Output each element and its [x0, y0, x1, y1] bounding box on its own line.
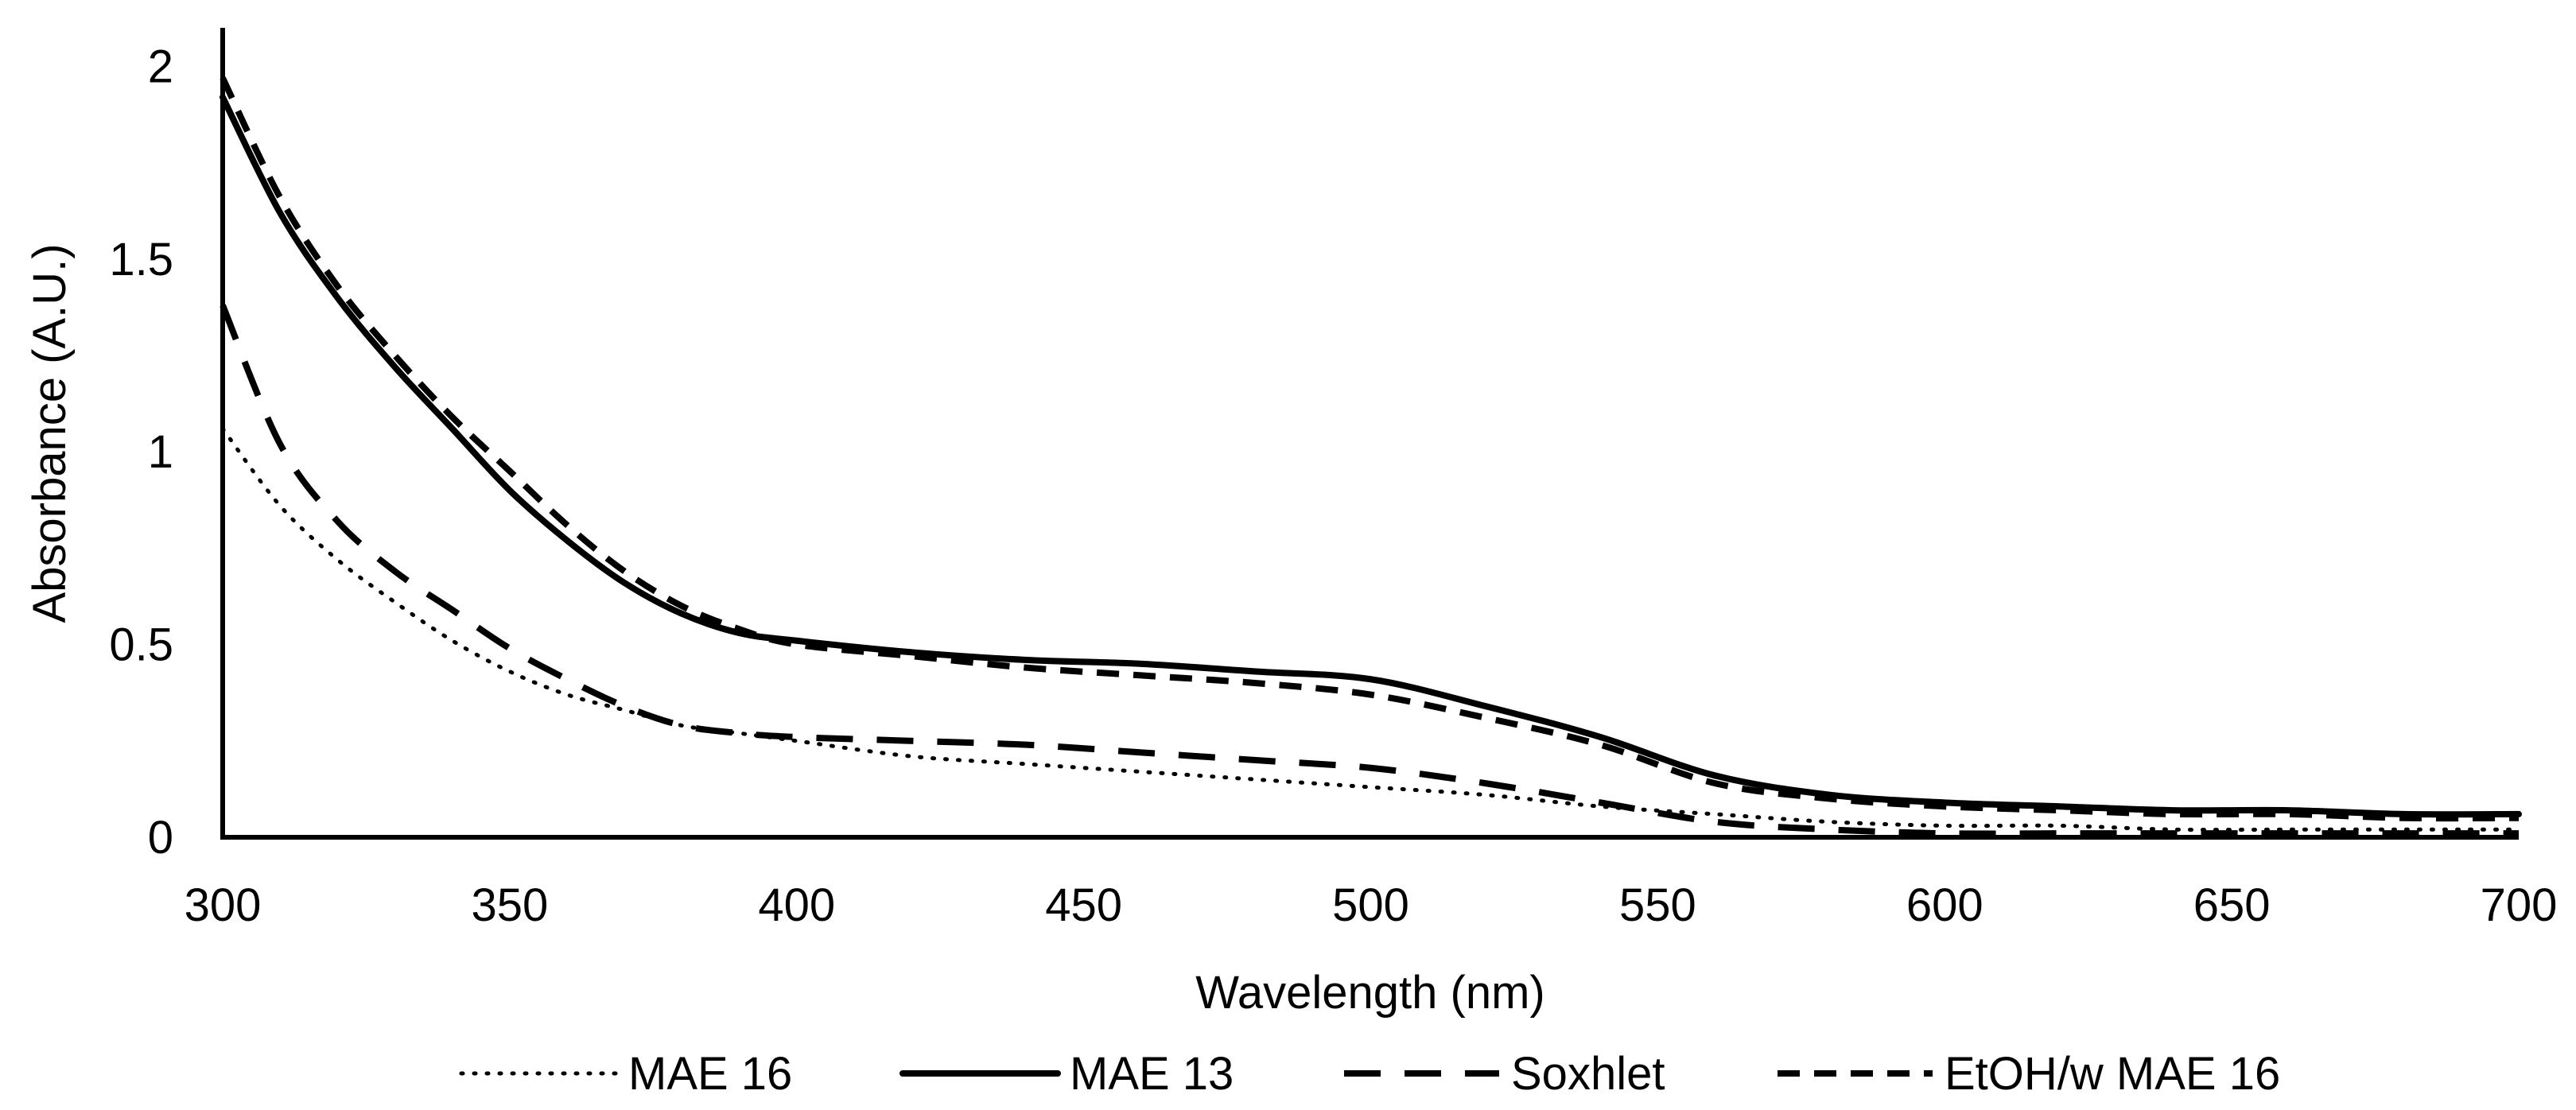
legend-label: MAE 13 — [1070, 1048, 1234, 1100]
legend-item: Soxhlet — [1344, 1048, 1665, 1100]
x-tick-label: 300 — [185, 879, 262, 931]
x-tick-label: 650 — [2193, 879, 2271, 931]
legend-item: EtOH/w MAE 16 — [1778, 1048, 2280, 1100]
series-line-3 — [220, 76, 2520, 822]
series-line-1 — [220, 94, 2522, 818]
plot-area — [220, 28, 2522, 840]
x-tick-label: 350 — [471, 879, 548, 931]
x-tick-label: 700 — [2481, 879, 2558, 931]
legend: MAE 16 MAE 13 Soxhlet EtOH/w MAE 16 — [459, 1048, 2280, 1100]
series-layer — [220, 76, 2522, 837]
series-line-0 — [220, 426, 2521, 832]
legend-label: MAE 16 — [628, 1048, 792, 1100]
y-axis-title: Absorbance (A.U.) — [24, 243, 76, 623]
y-axis-tick-labels: 0 0.5 1 1.5 2 — [109, 41, 173, 864]
x-tick-label: 400 — [758, 879, 835, 931]
x-tick-label: 600 — [1906, 879, 1983, 931]
legend-item: MAE 13 — [899, 1048, 1234, 1100]
legend-label: Soxhlet — [1511, 1048, 1665, 1100]
y-tick-label: 1.5 — [109, 234, 173, 285]
x-tick-label: 450 — [1045, 879, 1122, 931]
y-tick-label: 2 — [148, 41, 173, 92]
legend-label: EtOH/w MAE 16 — [1945, 1048, 2280, 1100]
x-tick-label: 550 — [1619, 879, 1696, 931]
y-tick-label: 0.5 — [109, 619, 173, 671]
x-axis-title: Wavelength (nm) — [1195, 967, 1544, 1019]
y-tick-label: 1 — [148, 426, 173, 478]
y-tick-label: 0 — [148, 812, 173, 864]
series-line-2 — [220, 304, 2519, 837]
legend-item: MAE 16 — [459, 1048, 792, 1100]
x-tick-label: 500 — [1332, 879, 1409, 931]
x-axis-tick-labels: 300 350 400 450 500 550 600 650 700 — [185, 879, 2558, 931]
